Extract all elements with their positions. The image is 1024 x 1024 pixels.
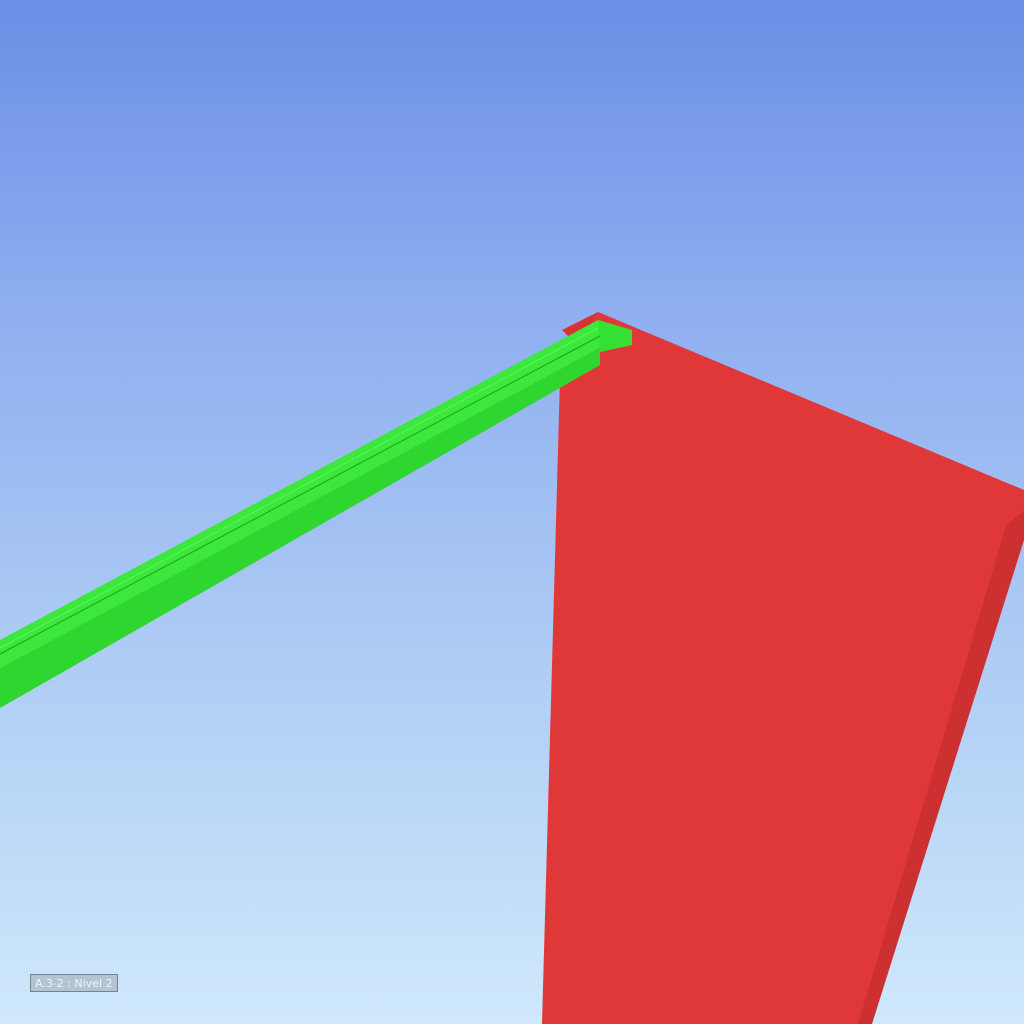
- level-label: A.3-2 : Nivel 2: [30, 974, 118, 992]
- beam-top-face[interactable]: [0, 320, 632, 668]
- wall-side-face: [858, 510, 1024, 1024]
- wall-front-face[interactable]: [542, 312, 1024, 1024]
- wall-element[interactable]: [542, 312, 1024, 1024]
- beam-end-block: [598, 320, 632, 352]
- beam-side-face: [0, 348, 600, 708]
- beam-center-line: [0, 335, 601, 655]
- beam-highlight-line: [0, 327, 599, 649]
- beam-element[interactable]: [0, 320, 632, 708]
